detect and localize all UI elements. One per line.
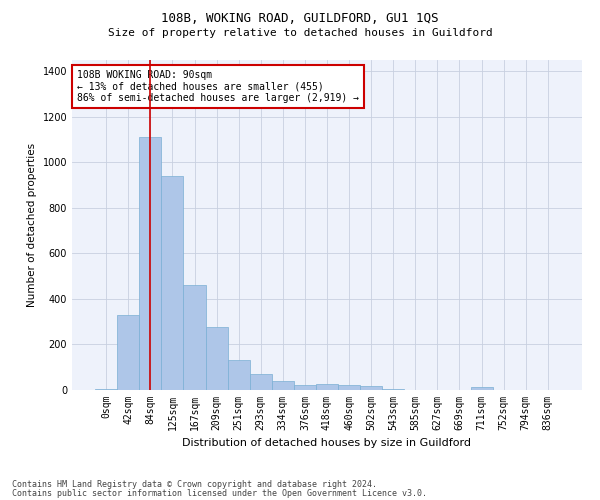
Text: Size of property relative to detached houses in Guildford: Size of property relative to detached ho…: [107, 28, 493, 38]
Text: Contains public sector information licensed under the Open Government Licence v3: Contains public sector information licen…: [12, 488, 427, 498]
Bar: [294, 385, 316, 390]
Bar: [206, 328, 227, 390]
Bar: [227, 360, 250, 390]
Bar: [470, 386, 493, 390]
Bar: [382, 389, 404, 390]
Y-axis label: Number of detached properties: Number of detached properties: [27, 143, 37, 307]
Bar: [272, 381, 294, 390]
Bar: [95, 389, 117, 390]
Bar: [360, 386, 382, 390]
X-axis label: Distribution of detached houses by size in Guildford: Distribution of detached houses by size …: [182, 438, 472, 448]
Bar: [338, 385, 360, 390]
Bar: [184, 286, 206, 390]
Bar: [316, 384, 338, 390]
Bar: [139, 138, 161, 390]
Bar: [250, 374, 272, 390]
Text: 108B WOKING ROAD: 90sqm
← 13% of detached houses are smaller (455)
86% of semi-d: 108B WOKING ROAD: 90sqm ← 13% of detache…: [77, 70, 359, 103]
Bar: [117, 315, 139, 390]
Bar: [161, 176, 184, 390]
Text: Contains HM Land Registry data © Crown copyright and database right 2024.: Contains HM Land Registry data © Crown c…: [12, 480, 377, 489]
Text: 108B, WOKING ROAD, GUILDFORD, GU1 1QS: 108B, WOKING ROAD, GUILDFORD, GU1 1QS: [161, 12, 439, 26]
